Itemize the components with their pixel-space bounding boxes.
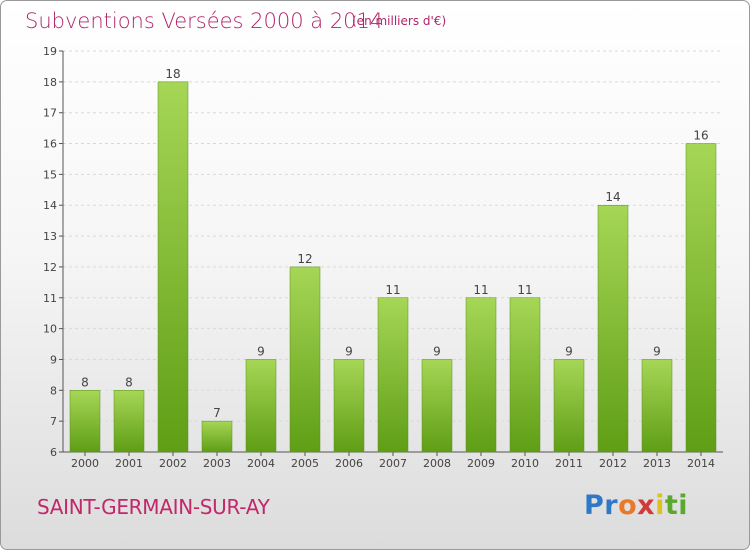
data-label: 9 xyxy=(345,344,353,358)
y-tick-label: 13 xyxy=(43,230,57,243)
bar xyxy=(421,359,453,453)
x-tick-label: 2005 xyxy=(291,457,319,470)
data-label: 11 xyxy=(517,283,532,297)
x-tick-label: 2003 xyxy=(203,457,231,470)
y-tick-label: 9 xyxy=(50,353,57,366)
x-tick-label: 2011 xyxy=(555,457,583,470)
data-label: 8 xyxy=(125,375,133,389)
bar xyxy=(333,359,365,453)
logo-letter: i xyxy=(655,490,665,521)
data-label: 9 xyxy=(653,344,661,358)
bar xyxy=(509,297,541,453)
y-tick-label: 11 xyxy=(43,292,57,305)
y-tick-label: 16 xyxy=(43,138,57,151)
x-tick-label: 2001 xyxy=(115,457,143,470)
data-label: 18 xyxy=(165,67,180,81)
logo-letter: x xyxy=(637,490,656,521)
x-tick-label: 2010 xyxy=(511,457,539,470)
bar xyxy=(245,359,277,453)
y-tick-label: 14 xyxy=(43,199,57,212)
y-tick-label: 15 xyxy=(43,168,57,181)
bar xyxy=(553,359,585,453)
x-tick-label: 2012 xyxy=(599,457,627,470)
y-tick-label: 10 xyxy=(43,323,57,336)
y-tick-label: 12 xyxy=(43,261,57,274)
y-tick-label: 19 xyxy=(43,45,57,58)
bar xyxy=(69,390,101,453)
x-tick-label: 2007 xyxy=(379,457,407,470)
bar xyxy=(201,420,233,453)
x-tick-label: 2013 xyxy=(643,457,671,470)
y-tick-label: 6 xyxy=(50,446,57,459)
data-label: 7 xyxy=(213,406,221,420)
data-label: 14 xyxy=(605,190,620,204)
bar xyxy=(685,143,717,453)
x-tick-label: 2006 xyxy=(335,457,363,470)
y-tick-label: 7 xyxy=(50,415,57,428)
x-tick-label: 2002 xyxy=(159,457,187,470)
y-tick-label: 8 xyxy=(50,384,57,397)
data-label: 9 xyxy=(433,344,441,358)
y-tick-label: 17 xyxy=(43,107,57,120)
bar xyxy=(597,204,629,453)
x-tick-label: 2014 xyxy=(687,457,715,470)
commune-name: SAINT-GERMAIN-SUR-AY xyxy=(37,495,270,519)
data-label: 11 xyxy=(473,283,488,297)
x-tick-label: 2000 xyxy=(71,457,99,470)
data-label: 12 xyxy=(297,252,312,266)
data-label: 8 xyxy=(81,375,89,389)
bar xyxy=(641,359,673,453)
bar xyxy=(289,266,321,453)
logo-letter: ti xyxy=(664,490,689,521)
chart-subtitle: (en milliers d'€) xyxy=(352,14,447,28)
data-label: 16 xyxy=(693,129,708,143)
x-tick-label: 2009 xyxy=(467,457,495,470)
logo-letter: Pr xyxy=(584,490,619,521)
data-label: 9 xyxy=(257,344,265,358)
x-tick-label: 2008 xyxy=(423,457,451,470)
data-label: 9 xyxy=(565,344,573,358)
x-tick-label: 2004 xyxy=(247,457,275,470)
chart-title: Subventions Versées 2000 à 2014 xyxy=(25,9,384,33)
logo-letter: o xyxy=(618,490,638,521)
proxiti-logo: Proxiti xyxy=(584,490,688,521)
bar xyxy=(113,390,145,453)
data-label: 11 xyxy=(385,283,400,297)
bar xyxy=(157,81,189,453)
bar xyxy=(465,297,497,453)
y-tick-label: 18 xyxy=(43,76,57,89)
bar xyxy=(377,297,409,453)
